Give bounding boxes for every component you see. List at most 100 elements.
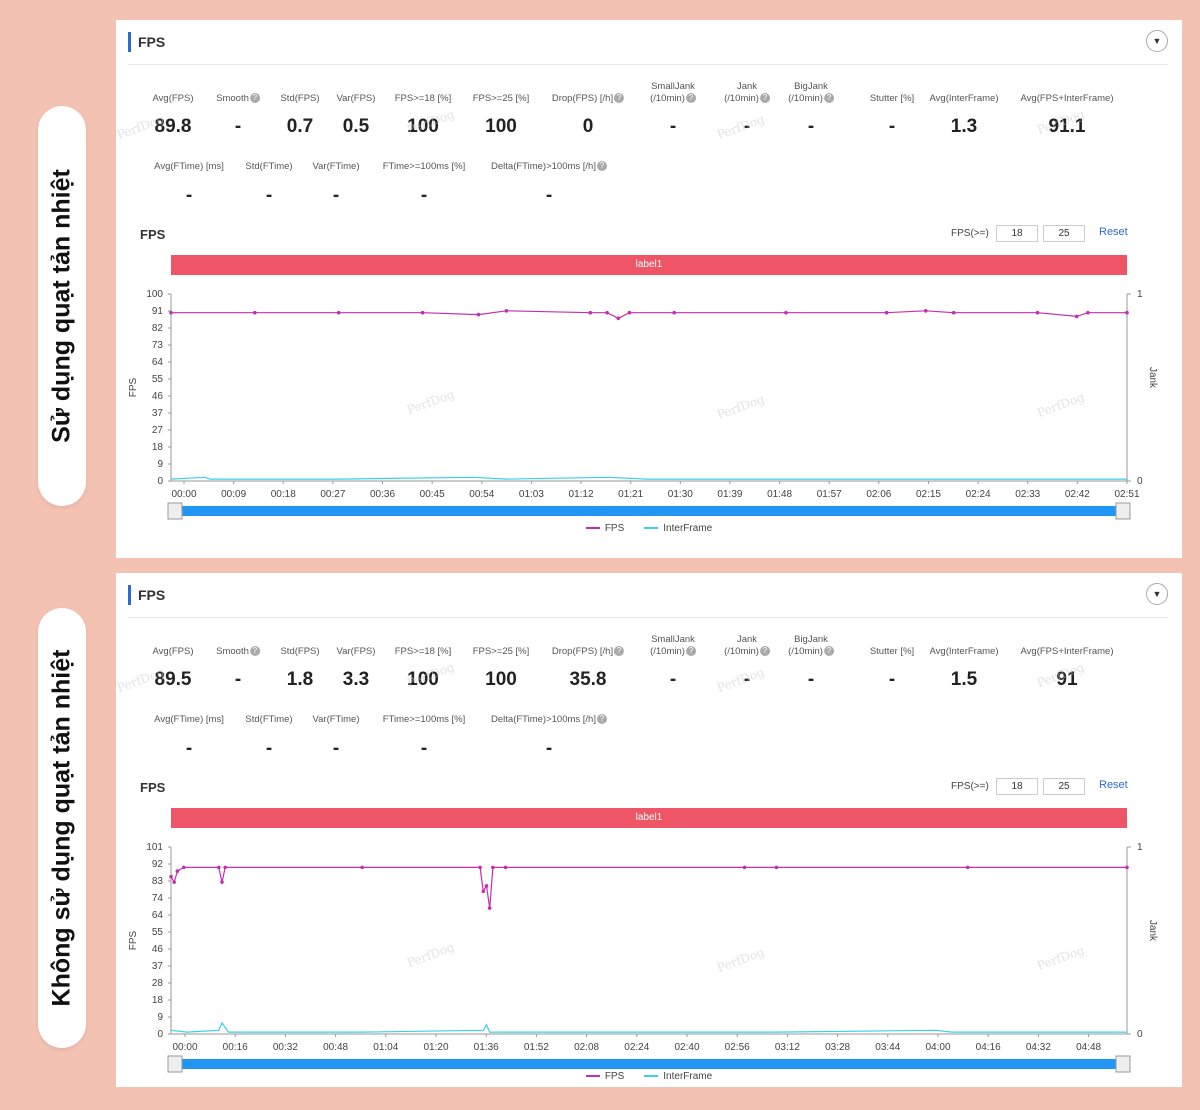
metric: Avg(FPS+InterFrame) 91 [1020,646,1113,691]
metric-value: - [332,738,340,759]
metric: Var(FPS) 0.5 [337,93,376,138]
label-bar: label1 [171,808,1127,828]
scrollbar-handle[interactable] [1115,502,1131,520]
reset-button[interactable]: Reset [1099,226,1128,238]
x-tick-label: 02:24 [624,1042,649,1053]
help-icon[interactable]: ? [249,646,260,657]
metric: Avg(InterFrame) 1.3 [930,93,999,138]
metric-label: FPS>=25 [%] [473,93,530,105]
fps-point [1125,310,1129,315]
metric-label-text: BigJank (/10min) [788,81,828,104]
help-icon[interactable]: ? [596,161,607,172]
fps-point [504,309,509,313]
y-axis-label: FPS [128,377,139,397]
metric-label-text: Avg(FTime) [ms] [154,161,224,172]
metric-label: Avg(InterFrame) [930,93,999,105]
scrollbar-handle[interactable] [167,502,183,520]
legend-item[interactable]: FPS [585,523,624,534]
metric-value: 35.8 [569,669,607,690]
metric-label-text: Jank (/10min) [724,81,759,104]
fps-point [1086,310,1090,315]
interframe-series-line [170,476,1127,480]
metric: FTime>=100ms [%] - [383,714,466,760]
help-icon[interactable]: ? [685,646,696,657]
help-icon[interactable]: ? [823,93,834,104]
help-icon[interactable]: ? [249,93,260,104]
y2-tick-label: 1 [1137,842,1143,853]
scrollbar-handle[interactable] [1115,1055,1131,1073]
chart-title: FPS [140,780,166,795]
metric-label-text: Drop(FPS) [/h] [551,646,614,657]
collapse-icon[interactable]: ▼ [1146,583,1168,605]
metric-label-text: Std(FTime) [245,161,293,172]
metric-label-text: FPS>=18 [%] [394,93,452,104]
help-icon[interactable]: ? [596,714,607,725]
x-tick-label: 01:20 [423,1042,448,1053]
time-range-scrollbar[interactable] [171,1059,1127,1069]
fps-threshold-input[interactable]: 18 [996,225,1038,242]
metric-value: 3.3 [342,669,370,690]
metric-label: Drop(FPS) [/h]? [552,93,625,105]
metric: Smooth? - [216,93,260,138]
x-tick-label: 04:16 [976,1042,1001,1053]
y-tick-label: 37 [152,961,164,972]
scrollbar-handle[interactable] [167,1055,183,1073]
help-icon[interactable]: ? [685,93,696,104]
metric: Avg(FPS) 89.5 [152,646,193,691]
metric: Drop(FPS) [/h]? 0 [552,93,625,138]
help-icon[interactable]: ? [614,93,625,104]
metric-value: - [888,669,896,690]
collapse-icon[interactable]: ▼ [1146,30,1168,52]
y-tick-label: 46 [152,944,164,955]
help-icon[interactable]: ? [759,646,770,657]
metric-value: - [332,185,340,206]
reset-button[interactable]: Reset [1099,779,1128,791]
fps-point [487,906,492,910]
metric: SmallJank (/10min)? - [650,634,696,691]
metric-label-text: Std(FTime) [245,714,293,725]
metric-label: Stutter [%] [870,646,914,658]
fps-point [672,310,676,315]
x-tick-label: 01:39 [717,489,742,500]
help-icon[interactable]: ? [759,93,770,104]
x-tick-label: 02:15 [916,489,941,500]
legend-item[interactable]: FPS [585,1071,624,1082]
x-tick-label: 02:56 [725,1042,750,1053]
metric-label-text: Smooth [216,646,249,657]
x-tick-label: 01:21 [618,489,643,500]
metric-label: FPS>=25 [%] [473,646,530,658]
y-tick-label: 28 [152,978,164,989]
metric-label-text: Delta(FTime)>100ms [/h] [491,161,596,172]
metric-label-text: Avg(FPS+InterFrame) [1020,93,1114,104]
metric-label-text: Var(FPS) [336,646,376,657]
help-icon[interactable]: ? [823,646,834,657]
metric-label: FPS>=18 [%] [395,93,452,105]
fps-point [491,865,495,870]
legend-item[interactable]: InterFrame [644,1071,712,1082]
metric: Delta(FTime)>100ms [/h]? - [491,714,607,760]
metric-value: - [669,669,677,690]
fps-threshold-input[interactable]: 18 [996,778,1038,795]
metric: Jank (/10min)? - [724,634,770,691]
metric-value: 89.5 [154,669,192,690]
legend-item[interactable]: InterFrame [644,523,712,534]
metric-value: - [265,738,273,759]
x-tick-label: 04:48 [1076,1042,1101,1053]
metric-label-text: FTime>=100ms [%] [382,161,466,172]
metric-label-text: FTime>=100ms [%] [382,714,466,725]
time-range-scrollbar[interactable] [171,506,1127,516]
metric-label-text: SmallJank (/10min) [650,81,695,104]
interframe-legend-swatch [644,1075,659,1078]
help-icon[interactable]: ? [614,646,625,657]
metric: Smooth? - [216,646,260,691]
metric: Drop(FPS) [/h]? 35.8 [551,646,625,691]
metric-label-text: BigJank (/10min) [788,634,828,657]
fps-threshold-input[interactable]: 25 [1043,778,1085,795]
fps-threshold-input[interactable]: 25 [1043,225,1085,242]
y-tick-label: 101 [146,842,163,853]
metric-value: 0 [582,116,594,137]
x-tick-label: 00:36 [370,489,395,500]
x-tick-label: 03:12 [775,1042,800,1053]
fps-point [476,312,481,317]
